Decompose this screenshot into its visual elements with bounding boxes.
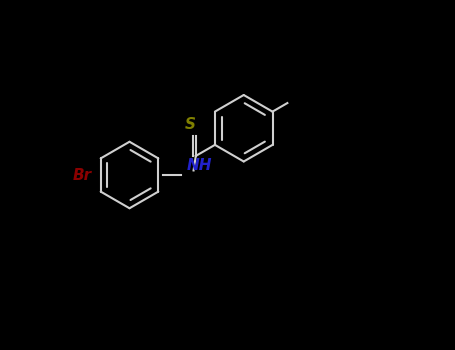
Text: Br: Br (73, 168, 92, 182)
Text: S: S (185, 117, 196, 132)
Text: NH: NH (187, 158, 212, 173)
